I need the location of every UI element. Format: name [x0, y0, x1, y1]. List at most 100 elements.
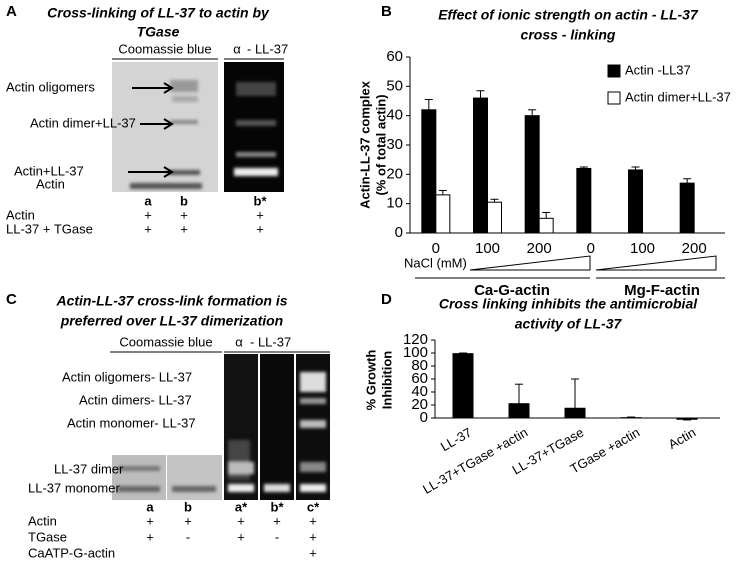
x-tick-label: 200: [527, 240, 552, 257]
bar: [679, 182, 695, 234]
gel-bands: [228, 372, 326, 492]
row-sign: -: [275, 529, 279, 544]
row-sign: +: [180, 221, 188, 236]
band-label: Actin oligomers- LL-37: [62, 369, 192, 384]
y-axis-label: % Growth: [363, 350, 378, 411]
x-tick-label: 100: [630, 240, 655, 257]
lane-label: b: [180, 193, 188, 208]
row-label: Actin: [28, 513, 57, 528]
lane-label: a: [146, 499, 154, 514]
row-sign: +: [146, 513, 154, 528]
y-axis-label: (% of total actin): [373, 94, 388, 195]
y-axis-label: Inhibition: [379, 351, 394, 410]
arrows: [128, 82, 174, 178]
x-tick-label: 0: [587, 240, 595, 257]
chart-title: Effect of ionic strength on actin - LL-3…: [438, 7, 699, 23]
row-sign: +: [180, 207, 188, 222]
band-label: Actin dimers- LL-37: [79, 392, 192, 407]
lane-label: b: [184, 499, 192, 514]
panel-label: D: [381, 291, 392, 308]
y-tick-label: 60: [386, 48, 403, 65]
bar: [508, 403, 530, 419]
lane-label: b*: [254, 193, 268, 208]
group-label: Mg-F-actin: [624, 282, 700, 299]
bar: [576, 167, 592, 234]
stain-label: Coomassie blue: [119, 334, 212, 349]
bar: [538, 217, 554, 234]
x-tick-label: 100: [475, 240, 500, 257]
row-sign: +: [146, 529, 154, 544]
bar: [676, 417, 698, 420]
band-label: Actin monomer- LL-37: [67, 415, 196, 430]
chart-title: Cross linking inhibits the antimicrobial: [439, 296, 698, 312]
row-sign: +: [144, 207, 152, 222]
row-label: TGase: [28, 529, 67, 544]
y-axis-label: Actin-LL-37 complex: [357, 80, 372, 209]
row-label: CaATP-G-actin: [28, 545, 115, 560]
chart-title: activity of LL-37: [515, 316, 623, 332]
stain-label: Coomassie blue: [118, 41, 211, 56]
y-tick-label: 0: [395, 224, 403, 241]
y-tick-label: 20: [386, 165, 403, 182]
bar: [473, 97, 488, 234]
group-label: Ca-G-actin: [474, 282, 550, 299]
y-tick-label: 20: [411, 396, 428, 413]
y-tick-label: 120: [403, 331, 428, 348]
y-tick-label: 30: [386, 136, 403, 153]
row-sign: +: [256, 207, 264, 222]
row-label: Actin: [6, 207, 35, 222]
x-tick-label: 200: [682, 240, 707, 257]
x-axis-label: NaCl (mM): [404, 255, 467, 270]
gel-image: [167, 455, 222, 500]
row-sign: +: [273, 513, 281, 528]
gradient-wedge: [469, 255, 591, 271]
x-tick-label: 0: [432, 240, 440, 257]
bar: [628, 169, 643, 234]
panel-title: Cross-linking of LL-37 to actin by: [47, 5, 270, 21]
y-tick-label: 100: [403, 344, 428, 361]
panel-label: A: [6, 3, 17, 20]
antibody-label: - LL-37: [247, 41, 288, 56]
legend-swatch: [607, 91, 621, 105]
band-label: LL-37 monomer: [28, 480, 120, 495]
y-tick-label: 60: [411, 370, 428, 387]
bar: [564, 407, 586, 419]
band-label: Actin: [36, 176, 65, 191]
bar: [487, 201, 502, 234]
row-sign: -: [186, 529, 190, 544]
chart-title: cross - linking: [521, 27, 616, 43]
bar: [435, 194, 451, 234]
row-sign: +: [237, 529, 245, 544]
gel-image: [260, 354, 294, 500]
band-label: Actin+LL-37: [14, 163, 84, 178]
gel-image: [112, 455, 166, 500]
antibody-label: α: [235, 334, 243, 349]
row-sign: +: [144, 221, 152, 236]
panel-title: TGase: [137, 24, 180, 40]
row-sign: +: [309, 513, 317, 528]
x-tick-label: LL-37+TGase +actin: [420, 425, 530, 497]
panel-title: Actin-LL-37 cross-link formation is: [55, 293, 287, 309]
row-sign: +: [256, 221, 264, 236]
bar: [452, 353, 474, 419]
panel-a: A Cross-linking of LL-37 to actin by TGa…: [6, 3, 288, 236]
gel-bands: [118, 466, 216, 492]
row-sign: +: [237, 513, 245, 528]
y-tick-label: 80: [411, 357, 428, 374]
panel-label: C: [6, 291, 17, 308]
lane-label: a*: [235, 499, 248, 514]
bar: [524, 115, 540, 234]
lane-label: c*: [307, 499, 320, 514]
y-tick-label: 0: [420, 409, 428, 426]
antibody-label: α: [233, 41, 241, 56]
lane-label: b*: [271, 499, 285, 514]
legend-label: Actin dimer+LL-37: [625, 89, 731, 104]
band-label: Actin dimer+LL-37: [30, 115, 136, 130]
gradient-wedge: [595, 255, 717, 271]
gel-bands: [130, 80, 202, 189]
row-sign: +: [309, 529, 317, 544]
panel-title: preferred over LL-37 dimerization: [60, 313, 284, 329]
band-label: Actin oligomers: [6, 79, 95, 94]
antibody-label: - LL-37: [250, 334, 291, 349]
